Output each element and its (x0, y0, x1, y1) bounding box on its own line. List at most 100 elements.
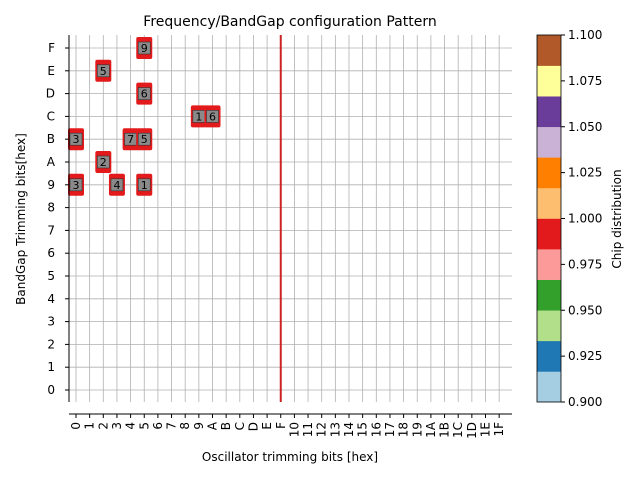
data-point: 3 (68, 173, 84, 196)
colorbar-tick-label: 1.050 (568, 120, 602, 134)
colorbar-tick-label: 1.025 (568, 166, 602, 180)
colorbar-segment (537, 310, 561, 342)
data-point: 3 (68, 128, 84, 151)
x-tick-label: E (260, 422, 274, 430)
x-tick-label: 1A (424, 421, 438, 438)
y-tick-label: 0 (47, 383, 55, 397)
data-point-label: 2 (100, 156, 107, 169)
x-tick-label: 1D (465, 422, 479, 439)
x-tick-label: 19 (410, 422, 424, 437)
y-tick-label: C (47, 109, 55, 123)
colorbar-segment (537, 96, 561, 128)
x-tick-label: 11 (301, 422, 315, 437)
data-point-box (69, 178, 83, 192)
x-tick-label: 6 (151, 422, 165, 430)
colorbar-segment (537, 187, 561, 219)
x-tick-label: 7 (165, 422, 179, 430)
x-tick-label: 1F (492, 422, 506, 437)
y-tick-label: D (46, 87, 55, 101)
colorbar-tick-label: 1.100 (568, 28, 602, 42)
colorbar-title: Chip distribution (610, 169, 624, 268)
x-tick-label: C (233, 422, 247, 430)
data-point-box (137, 41, 151, 55)
colorbar-segment (537, 35, 561, 66)
x-tick-label: F (274, 422, 288, 429)
data-point-box (69, 132, 83, 146)
y-tick-label: 1 (47, 360, 55, 374)
x-tick-label: 10 (287, 422, 301, 437)
data-point-label: 1 (141, 179, 148, 192)
data-point: 2 (95, 151, 112, 173)
data-point-box (137, 132, 151, 146)
y-axis-title: BandGap Trimming bits[hex] (14, 133, 28, 305)
axes: 0 1 2 3 4 5 6 7 8 9 A B C D E F 10 11 12 13 14 15 16 17 18 19 1A 1B… (46, 35, 512, 439)
data-point-label: 9 (141, 42, 148, 55)
data-point-box (97, 155, 110, 169)
x-tick-label: A (206, 421, 220, 430)
colorbar-segment (537, 340, 561, 372)
data-point-label: 1 (195, 110, 202, 123)
y-tick-label: 5 (47, 269, 55, 283)
colorbar-tick-label: 0.975 (568, 257, 602, 271)
x-tick-label: B (219, 422, 233, 430)
colorbar-tick-label: 0.950 (568, 303, 602, 317)
x-tick-label: 12 (315, 422, 329, 437)
x-tick-label: D (246, 422, 260, 431)
colorbar-segment (537, 218, 561, 250)
x-tick-label: 13 (328, 422, 342, 437)
x-tick-label: 1C (451, 422, 465, 438)
data-point-label: 4 (113, 179, 120, 192)
data-point: 1 (190, 105, 207, 128)
colorbar-segment (537, 65, 561, 97)
colorbar-tick-label: 1.075 (568, 74, 602, 88)
colorbar-tick-label: 1.000 (568, 212, 602, 226)
grid (69, 35, 512, 402)
x-tick-label: 8 (178, 422, 192, 430)
colorbar-segment (537, 126, 561, 158)
colorbar-segment (537, 279, 561, 311)
x-tick-label: 9 (192, 422, 206, 430)
y-tick-label: E (47, 64, 55, 78)
x-tick-label: 4 (124, 422, 138, 430)
data-point-label: 5 (100, 65, 107, 78)
data-point: 6 (204, 105, 221, 128)
data-point: 4 (108, 173, 125, 196)
y-tick-label: 7 (47, 223, 55, 237)
y-tick-label: 8 (47, 201, 55, 215)
x-tick-label: 17 (383, 422, 397, 437)
data-point: 1 (136, 173, 153, 196)
data-point: 5 (95, 59, 112, 82)
x-tick-label: 16 (369, 422, 383, 437)
y-tick-label: F (48, 41, 55, 55)
colorbar-segment (537, 249, 561, 280)
y-tick-label: 4 (47, 292, 55, 306)
colorbar: 0.900 0.925 0.950 0.975 1.000 1.025 1.050 1.075… (536, 28, 602, 409)
x-tick-label: 18 (397, 422, 411, 437)
x-tick-label: 14 (342, 422, 356, 437)
y-tick-label: B (47, 132, 55, 146)
data-point: 7 (122, 128, 139, 151)
data-point-label: 7 (127, 133, 134, 146)
x-tick-label: 0 (69, 422, 83, 430)
y-tick-label: 3 (47, 315, 55, 329)
data-point-label: 3 (73, 133, 80, 146)
data-point-label: 6 (141, 88, 148, 101)
x-tick-label: 15 (356, 422, 370, 437)
x-tick-label: 1E (479, 422, 493, 437)
data-point: 9 (136, 37, 153, 59)
data-point: 6 (136, 82, 153, 105)
colorbar-segment (537, 157, 561, 189)
y-tick-label: 6 (47, 246, 55, 260)
x-axis-title: Oscillator trimming bits [hex] (202, 450, 378, 464)
data-point-box (137, 87, 151, 100)
data-point-label: 3 (73, 179, 80, 192)
data-point: 5 (136, 128, 153, 151)
x-tick-label: 3 (110, 422, 124, 430)
colorbar-tick-label: 0.900 (568, 395, 602, 409)
colorbar-tick-label: 0.925 (568, 349, 602, 363)
data-point-label: 5 (141, 133, 148, 146)
y-tick-label: 9 (47, 178, 55, 192)
data-point-box (97, 64, 110, 78)
